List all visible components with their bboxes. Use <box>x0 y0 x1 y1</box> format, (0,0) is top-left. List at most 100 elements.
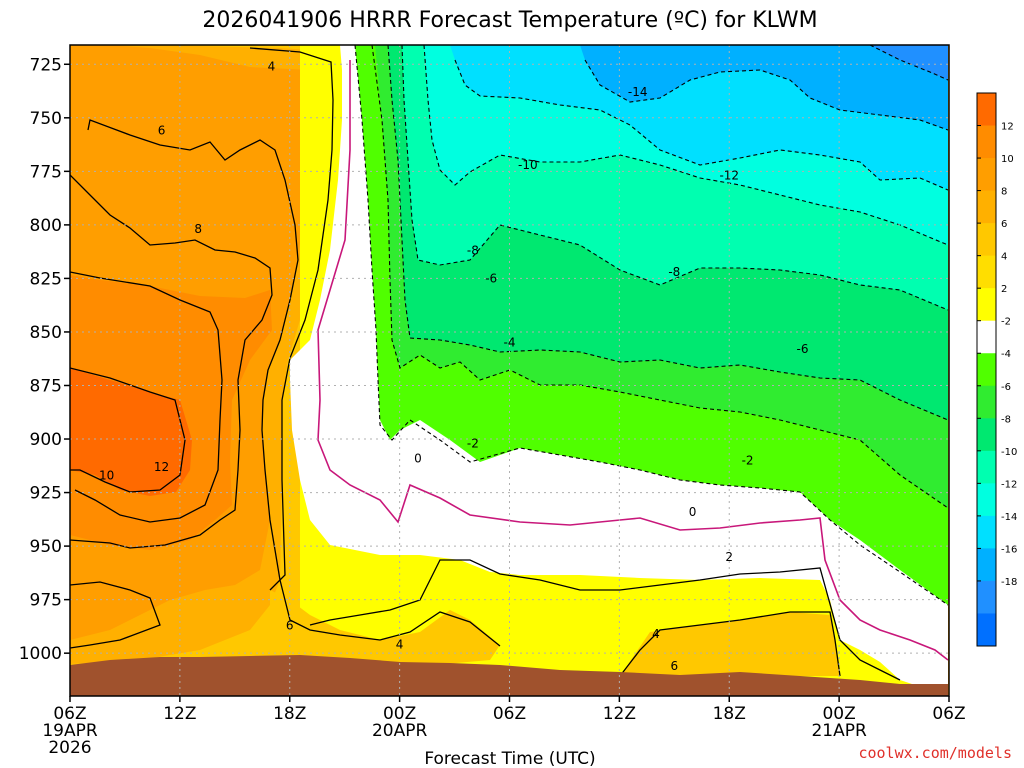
colorbar-swatch <box>977 450 996 484</box>
x-tick-label: 18Z <box>273 704 306 724</box>
y-tick-label: 825 <box>30 269 62 289</box>
contour-minus12 <box>454 59 949 191</box>
colorbar-frame <box>976 92 997 647</box>
x-tick-year: 2026 <box>48 738 91 758</box>
contour-minus16 <box>869 45 949 81</box>
contour-6 <box>87 119 501 647</box>
contour-label: 2 <box>725 550 733 564</box>
colorbar-label: -6 <box>1001 382 1011 393</box>
x-tick-label: 00Z <box>822 704 855 724</box>
contour-label: -2 <box>742 453 754 467</box>
x-tick-label: 00Z <box>383 704 416 724</box>
colorbar-swatch <box>977 320 996 354</box>
band-4-6-low2 <box>620 612 840 676</box>
colorbar-label: -18 <box>1001 577 1017 588</box>
contour-2-low <box>309 559 901 681</box>
contour-minus6 <box>387 45 949 421</box>
contour-labels: 4 6 8 10 12 6 4 0 -2 -4 -6 -8 -10 -14 -12 -8 -6 -2 0 2 4 6 <box>99 59 809 673</box>
colorbar-label: 12 <box>1001 122 1014 133</box>
colorbar-swatch <box>977 125 996 159</box>
y-tick-label: 800 <box>30 216 62 236</box>
colorbar-swatch <box>977 548 996 582</box>
colorbar-label: -16 <box>1001 544 1017 555</box>
colorbar-label: 2 <box>1001 284 1007 295</box>
contour-label: -6 <box>797 342 809 356</box>
colorbar-label: -4 <box>1001 349 1011 360</box>
contour-label: -14 <box>628 85 648 99</box>
x-tick-date: 19APR <box>42 721 98 741</box>
contour-label: -12 <box>719 169 739 183</box>
positive-contours <box>70 47 901 681</box>
y-tick-label: 775 <box>30 162 62 182</box>
band-12-14 <box>70 368 192 496</box>
x-tick-label: 12Z <box>163 704 196 724</box>
contour-label: 6 <box>670 659 678 673</box>
y-tick-label: 950 <box>30 537 62 557</box>
contour-label: 8 <box>194 222 202 236</box>
contour-label: 6 <box>158 124 166 138</box>
contour-label: 0 <box>689 505 697 519</box>
contour-minus14 <box>584 59 949 131</box>
contour-zero <box>317 60 949 661</box>
colorbar-swatch <box>977 515 996 549</box>
colorbar-label: -10 <box>1001 447 1017 458</box>
colorbar-swatch <box>977 93 996 127</box>
contour-label: -2 <box>467 436 479 450</box>
contour-minus2 <box>354 45 949 606</box>
credit-text: coolwx.com/models <box>858 744 1012 762</box>
colorbar-swatch <box>977 580 996 614</box>
contour-label: -6 <box>485 271 497 285</box>
contour-label: -4 <box>504 336 516 350</box>
y-axis: 725 750 775 800 825 850 875 900 925 950 975 1000 <box>19 55 70 664</box>
contour-minus10 <box>423 45 949 246</box>
contour-8 <box>70 174 273 549</box>
contour-4 <box>249 47 334 591</box>
contour-label: 4 <box>268 59 276 73</box>
colorbar-label: -14 <box>1001 512 1017 523</box>
y-tick-label: 1000 <box>19 644 62 664</box>
x-tick-label: 18Z <box>713 704 746 724</box>
contour-label: 10 <box>99 468 114 482</box>
y-tick-label: 725 <box>30 55 62 75</box>
contour-minus8 <box>401 45 949 311</box>
y-tick-label: 925 <box>30 484 62 504</box>
x-tick-date: 20APR <box>372 721 428 741</box>
contour-label: 4 <box>396 638 404 652</box>
contour-label: 0 <box>414 451 422 465</box>
contour-label: -10 <box>518 158 538 172</box>
colorbar-swatch <box>977 288 996 322</box>
contour-label: 4 <box>652 627 660 641</box>
y-tick-label: 900 <box>30 430 62 450</box>
contour-minus4 <box>371 45 949 509</box>
colorbar-swatch <box>977 353 996 387</box>
x-tick-label: 12Z <box>603 704 636 724</box>
colorbar-label: 6 <box>1001 219 1007 230</box>
y-tick-label: 750 <box>30 109 62 129</box>
negative-contours <box>354 45 949 606</box>
x-tick-label: 06Z <box>53 704 86 724</box>
plot-area <box>70 45 949 696</box>
grid <box>70 45 949 696</box>
colorbar-swatch <box>977 385 996 419</box>
x-axis-label: Forecast Time (UTC) <box>424 749 595 768</box>
contour-10 <box>70 271 223 523</box>
colorbar-swatch <box>977 190 996 224</box>
contour-12 <box>70 367 186 493</box>
contour-label: -8 <box>668 265 680 279</box>
y-tick-label: 875 <box>30 376 62 396</box>
colorbar-swatch <box>977 613 996 647</box>
colorbar-swatch <box>977 255 996 289</box>
colorbar-swatch <box>977 418 996 452</box>
colorbar: 12 10 8 6 4 2 -2 -4 -6 -8 -10 -12 -14 -16 -18 <box>976 92 1017 647</box>
x-tick-date: 21APR <box>811 721 867 741</box>
colorbar-label: 8 <box>1001 187 1007 198</box>
colorbar-swatch <box>977 223 996 257</box>
colorbar-label: -8 <box>1001 414 1011 425</box>
x-tick-label: 06Z <box>932 704 965 724</box>
chart-title: 2026041906 HRRR Forecast Temperature (ºC… <box>202 8 817 33</box>
contour-label: 6 <box>286 618 294 632</box>
colorbar-label: 4 <box>1001 252 1007 263</box>
band-minus16-minus14 <box>580 45 948 130</box>
